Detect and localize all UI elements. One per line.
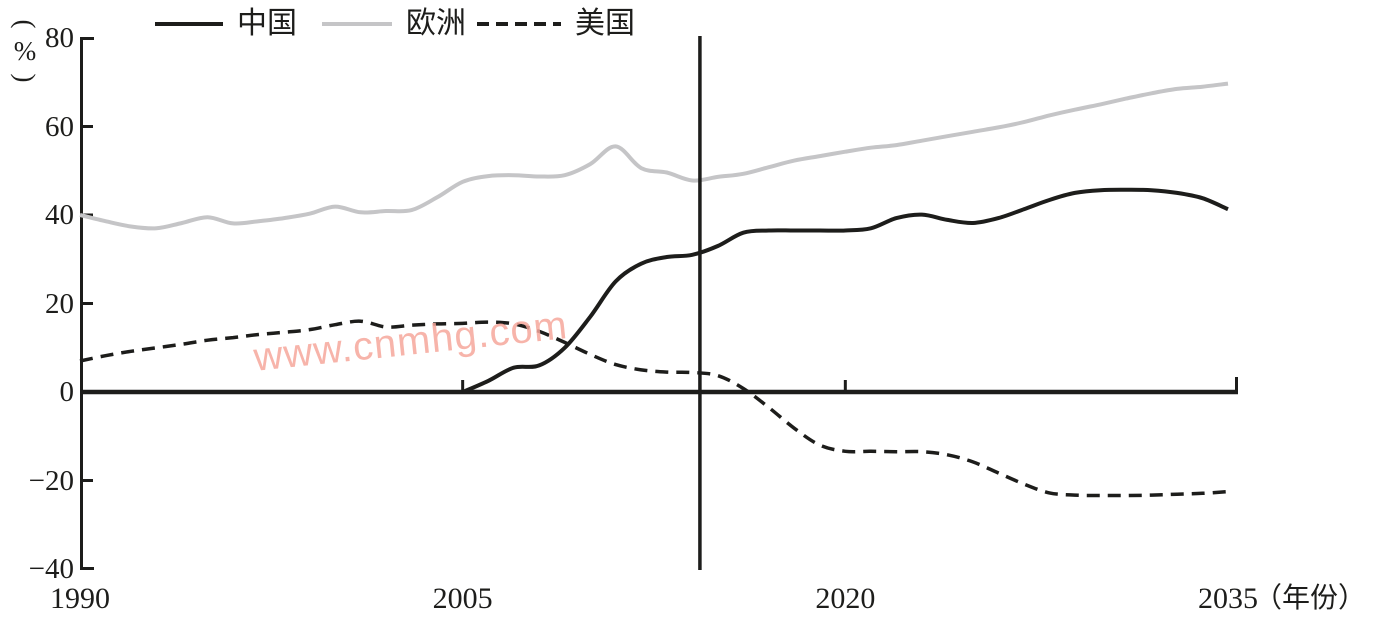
y-tick-label-40: 40: [45, 199, 74, 231]
legend-label-china: 中国: [237, 7, 297, 40]
legend-line-sample-usa: [477, 22, 561, 26]
legend-line-sample-europe: [322, 22, 392, 26]
legend-item-usa: 美国: [477, 6, 635, 42]
y-tick-label--20: −20: [28, 464, 74, 497]
x-axis-unit-year: （年份）: [1254, 583, 1367, 614]
usa-line: [79, 319, 1229, 498]
y-tick-label--40: −40: [28, 553, 74, 585]
y-tick-label-80: 80: [45, 22, 74, 54]
china-line: [461, 187, 1229, 394]
x-tick-label-2020: 2020: [815, 582, 876, 615]
y-tick-label-60: 60: [45, 110, 74, 143]
y-unit-close-paren: ): [10, 73, 40, 83]
legend-label-europe: 欧洲: [406, 7, 466, 40]
legend-line-sample-china: [155, 22, 223, 26]
x-tick-label-2035: 2035: [1197, 582, 1258, 615]
y-tick-label-0: 0: [59, 376, 75, 408]
legend-label-usa: 美国: [575, 7, 635, 40]
legend-item-china: 中国: [155, 6, 297, 42]
y-tick-label-20: 20: [45, 287, 74, 320]
legend-item-europe: 欧洲: [322, 6, 466, 42]
x-tick-label-2005: 2005: [432, 582, 493, 615]
percent-symbol: %: [13, 36, 37, 66]
legend: 中国 欧洲 美国: [0, 6, 1374, 42]
y-axis-unit-percent: ( % ): [6, 12, 44, 90]
europe-line: [79, 81, 1229, 231]
x-tick-label-1990: 1990: [50, 582, 110, 615]
